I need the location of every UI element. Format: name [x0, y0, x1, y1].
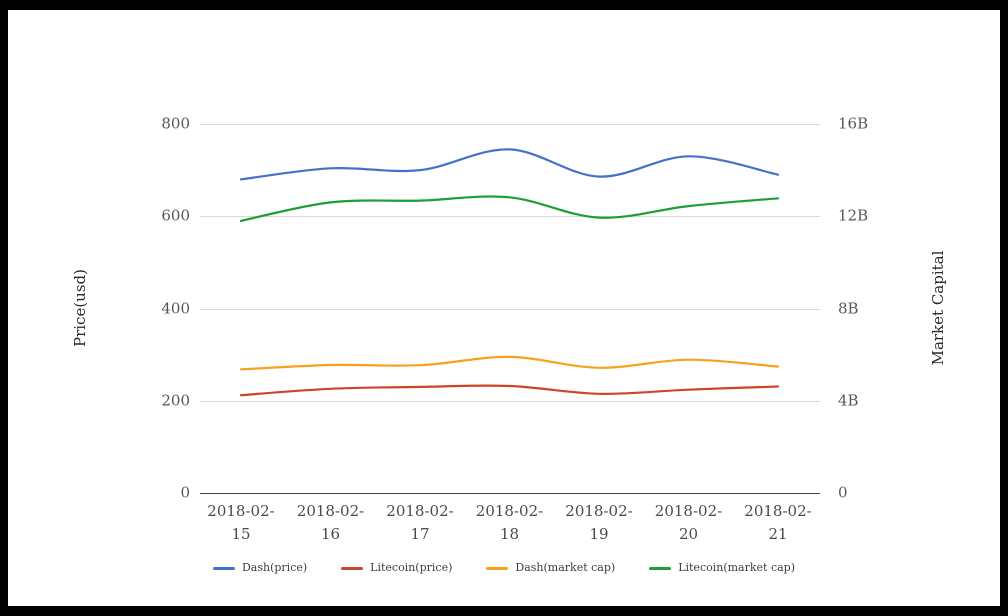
y-tick-right: 8B	[838, 299, 859, 317]
y-tick-right: 4B	[838, 391, 859, 410]
chart-plot	[239, 148, 780, 397]
x-tick-label: 2018-02- 16	[296, 502, 365, 543]
legend-item[interactable]: Dash(price)	[212, 561, 308, 574]
legend-label: Dash(market cap)	[515, 561, 616, 574]
gridline	[200, 401, 820, 402]
y-tick-right: 16B	[838, 114, 869, 133]
x-tick-label: 2018-02- 15	[207, 502, 275, 543]
y-tick-left: 600	[161, 206, 190, 225]
series-line-dash-price	[239, 148, 780, 181]
legend-label: Dash(price)	[241, 561, 308, 574]
x-tick-label: 2018-02- 19	[565, 502, 633, 543]
x-tick-label: 2018-02- 17	[386, 502, 454, 543]
x-axis-line	[200, 493, 820, 494]
gridline	[200, 216, 820, 217]
x-tick-label: 2018-02- 18	[475, 502, 544, 543]
legend: Dash(price) Litecoin(price) Dash(market ca…	[8, 562, 1000, 574]
y-tick-left: 0	[180, 483, 190, 502]
x-tick-label: 2018-02- 20	[654, 502, 723, 543]
legend-swatch-icon	[486, 566, 509, 570]
series-line-litecoin-price	[239, 384, 780, 397]
legend-item[interactable]: Litecoin(price)	[341, 562, 452, 574]
x-tick-label: 2018-02- 21	[744, 502, 812, 543]
legend-swatch-icon	[341, 566, 364, 570]
gridline	[200, 124, 820, 125]
series-line-litecoin-market-cap	[239, 195, 780, 222]
legend-label: Litecoin(price)	[370, 561, 453, 574]
legend-label: Litecoin(market cap)	[678, 561, 796, 574]
y-tick-left: 400	[161, 299, 190, 317]
legend-swatch-icon	[212, 566, 235, 570]
legend-item[interactable]: Litecoin(market cap)	[649, 562, 795, 574]
legend-swatch-icon	[649, 566, 672, 570]
series-line-dash-market-cap	[239, 355, 780, 371]
gridline	[200, 309, 820, 310]
legend-item[interactable]: Dash(market cap)	[486, 562, 615, 574]
y-tick-left: 200	[161, 391, 190, 410]
y-tick-right: 12B	[838, 206, 869, 225]
y-tick-left: 800	[161, 114, 190, 133]
y-tick-right: 0	[838, 483, 848, 502]
